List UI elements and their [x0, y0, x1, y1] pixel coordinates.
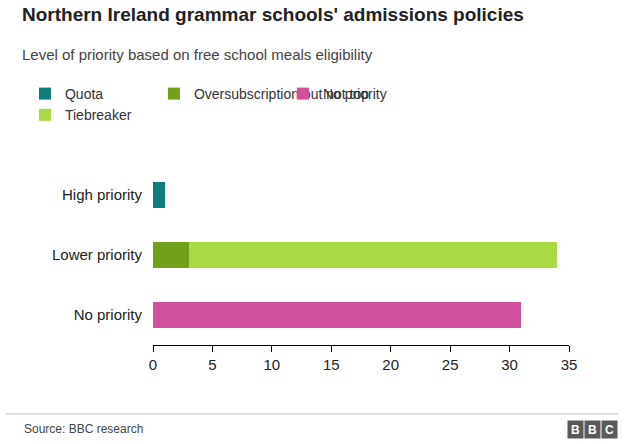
- svg-text:Tiebreaker: Tiebreaker: [65, 107, 132, 123]
- svg-text:C: C: [605, 423, 614, 437]
- svg-text:5: 5: [208, 356, 216, 373]
- svg-text:30: 30: [501, 356, 518, 373]
- svg-text:10: 10: [264, 356, 281, 373]
- svg-text:15: 15: [323, 356, 340, 373]
- svg-text:B: B: [588, 423, 597, 437]
- svg-text:Lower priority: Lower priority: [52, 246, 143, 263]
- svg-text:20: 20: [382, 356, 399, 373]
- svg-text:B: B: [571, 423, 580, 437]
- svg-text:25: 25: [442, 356, 459, 373]
- svg-text:Level of priority based on fre: Level of priority based on free school m…: [22, 46, 373, 63]
- svg-text:No priority: No priority: [323, 86, 387, 102]
- svg-text:Northern Ireland grammar schoo: Northern Ireland grammar schools' admiss…: [22, 4, 524, 25]
- svg-text:Source: BBC research: Source: BBC research: [24, 422, 143, 436]
- svg-text:35: 35: [561, 356, 578, 373]
- svg-text:0: 0: [149, 356, 157, 373]
- svg-text:No priority: No priority: [74, 306, 143, 323]
- svg-text:Quota: Quota: [65, 86, 103, 102]
- svg-text:Oversubscription but not top: Oversubscription but not top: [193, 86, 369, 103]
- svg-text:High priority: High priority: [62, 186, 143, 203]
